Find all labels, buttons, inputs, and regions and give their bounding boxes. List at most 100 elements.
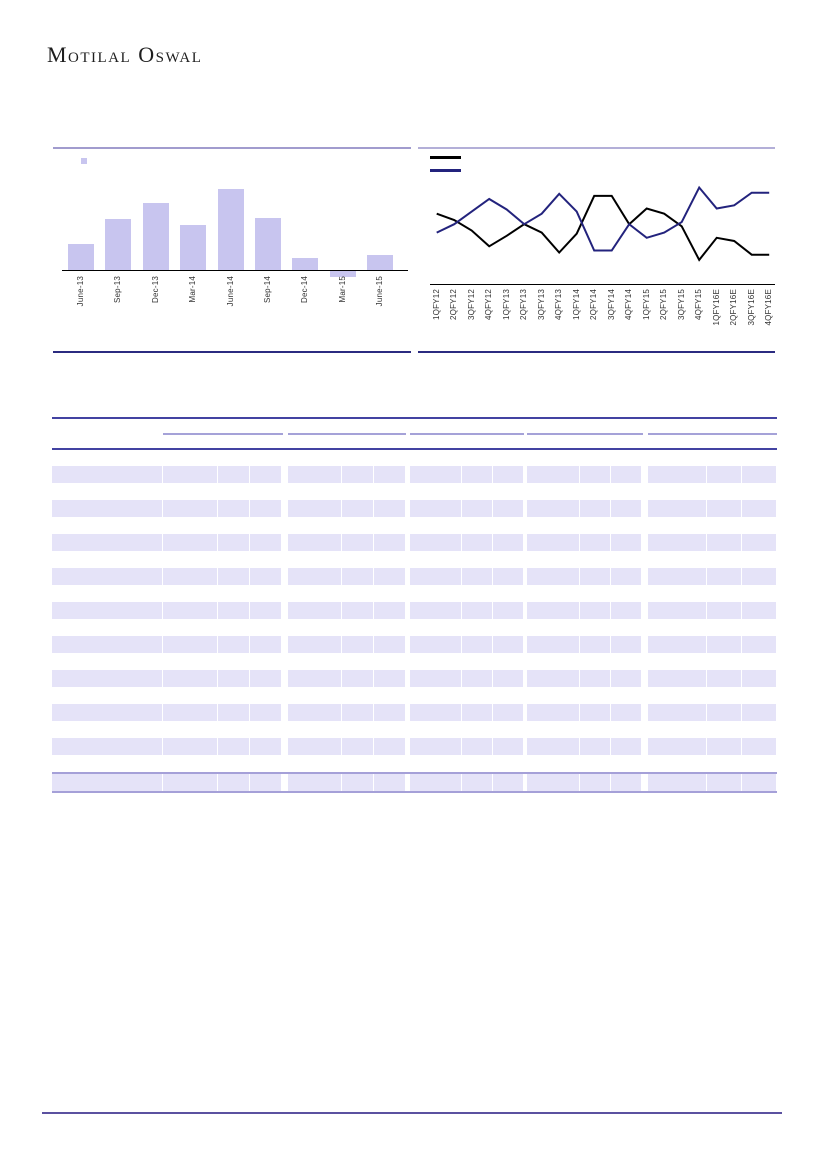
data-cell — [742, 670, 776, 687]
bar — [255, 218, 281, 270]
data-cell — [288, 670, 341, 687]
bar-chart-panel: June-13 Sep-13 Dec-13 Mar-14 June-14 Sep-14 De… — [53, 147, 411, 353]
data-cell — [493, 500, 523, 517]
table-row-striped — [52, 534, 777, 551]
line-chart-x-tick-label: 4QFY14 — [624, 289, 633, 320]
bar-chart-x-tick-label: Dec-13 — [151, 276, 160, 303]
line-chart-svg — [436, 185, 770, 262]
data-cell — [374, 636, 405, 653]
data-cell — [218, 568, 249, 585]
data-cell — [493, 670, 523, 687]
table-header — [52, 417, 777, 450]
data-cell — [707, 738, 741, 755]
row-label-cell — [52, 774, 162, 791]
data-cell — [250, 466, 281, 483]
data-cell — [218, 670, 249, 687]
line-chart-x-tick-label: 3QFY16E — [747, 289, 756, 326]
data-cell — [288, 500, 341, 517]
line-chart-x-tick-label: 2QFY16E — [729, 289, 738, 326]
bar — [68, 244, 94, 270]
row-label-cell — [52, 670, 162, 687]
table-row-striped — [52, 568, 777, 585]
data-cell — [527, 704, 579, 721]
column-group-underline — [288, 433, 406, 435]
data-cell — [374, 500, 405, 517]
data-cell — [580, 602, 610, 619]
brand-logo: Motilal Oswal — [47, 42, 203, 67]
data-cell — [611, 602, 641, 619]
line-chart-x-tick-label: 4QFY12 — [484, 289, 493, 320]
bar-chart-x-tick-label: Sep-14 — [263, 276, 272, 303]
data-cell — [288, 602, 341, 619]
data-cell — [250, 670, 281, 687]
table-row-plain — [52, 687, 777, 704]
data-cell — [527, 500, 579, 517]
data-cell — [218, 602, 249, 619]
line-chart-x-tick-label: 2QFY14 — [589, 289, 598, 320]
data-cell — [462, 568, 492, 585]
bar — [292, 258, 318, 270]
table-row-plain — [52, 483, 777, 500]
data-cell — [288, 636, 341, 653]
table-row-striped — [52, 636, 777, 653]
bar — [218, 189, 244, 270]
data-cell — [342, 466, 373, 483]
data-cell — [648, 738, 706, 755]
line-chart-x-axis — [430, 284, 775, 285]
data-cell — [527, 670, 579, 687]
data-cell — [410, 466, 461, 483]
data-cell — [462, 500, 492, 517]
data-cell — [580, 466, 610, 483]
data-cell — [374, 738, 405, 755]
table-row-striped — [52, 738, 777, 755]
data-cell — [580, 738, 610, 755]
data-cell — [648, 704, 706, 721]
data-cell — [611, 704, 641, 721]
data-cell — [527, 774, 579, 791]
data-cell — [462, 670, 492, 687]
data-cell — [218, 466, 249, 483]
row-label-cell — [52, 738, 162, 755]
data-cell — [218, 774, 249, 791]
data-cell — [288, 568, 341, 585]
bar-chart-x-axis — [62, 270, 408, 271]
data-cell — [580, 568, 610, 585]
line-chart-x-tick-label: 4QFY16E — [764, 289, 773, 326]
data-cell — [648, 602, 706, 619]
line-chart-x-tick-label: 3QFY13 — [537, 289, 546, 320]
table-row-spacer — [52, 450, 777, 466]
data-cell — [527, 534, 579, 551]
line-chart-x-tick-label: 2QFY12 — [449, 289, 458, 320]
table-row-striped — [52, 466, 777, 483]
data-cell — [462, 636, 492, 653]
line-chart-x-tick-label: 1QFY15 — [642, 289, 651, 320]
data-cell — [580, 670, 610, 687]
data-cell — [527, 568, 579, 585]
data-cell — [648, 500, 706, 517]
data-cell — [580, 534, 610, 551]
row-label-cell — [52, 500, 162, 517]
table-row-plain — [52, 653, 777, 670]
data-cell — [218, 738, 249, 755]
data-cell — [342, 670, 373, 687]
table-row-plain — [52, 517, 777, 534]
data-cell — [527, 738, 579, 755]
data-cell — [462, 774, 492, 791]
data-cell — [707, 568, 741, 585]
line-chart-x-tick-label: 1QFY12 — [432, 289, 441, 320]
data-cell — [374, 602, 405, 619]
bar — [330, 271, 356, 277]
data-cell — [288, 704, 341, 721]
data-cell — [611, 466, 641, 483]
data-cell — [742, 602, 776, 619]
data-cell — [250, 500, 281, 517]
data-cell — [410, 774, 461, 791]
data-cell — [250, 738, 281, 755]
data-cell — [288, 466, 341, 483]
line-chart-x-tick-label: 1QFY13 — [502, 289, 511, 320]
line-chart-x-tick-label: 1QFY16E — [712, 289, 721, 326]
data-cell — [163, 534, 217, 551]
bar-chart-x-tick-label: Dec-14 — [300, 276, 309, 303]
data-cell — [342, 500, 373, 517]
